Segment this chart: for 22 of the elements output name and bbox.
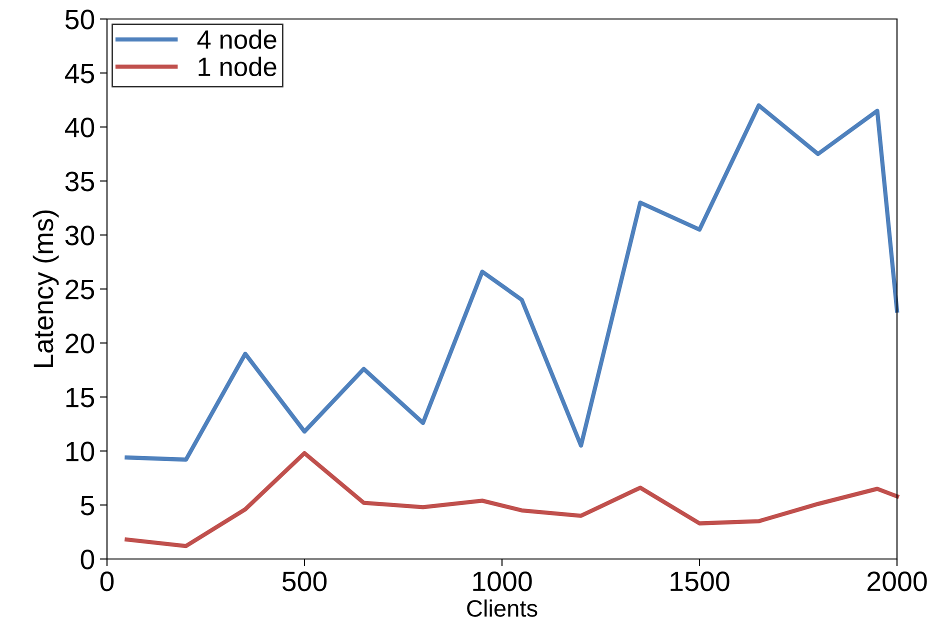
legend-label: 4 node [197, 30, 276, 49]
y-tick-label: 5 [80, 496, 94, 516]
y-tick-label: 25 [66, 280, 94, 300]
x-tick-label: 500 [282, 572, 327, 592]
x-tick-label: 1000 [473, 572, 532, 592]
y-tick-label: 45 [64, 64, 94, 84]
line-series [124, 451, 900, 548]
x-axis-title: Clients [467, 599, 538, 617]
y-tick-label: 10 [66, 442, 94, 462]
y-tick-label: 50 [65, 10, 94, 30]
y-tick-label: 20 [66, 334, 94, 354]
y-tick-label: 0 [80, 550, 94, 570]
y-tick-label: 30 [65, 226, 94, 246]
legend-label: 1 node [198, 56, 276, 76]
y-tick-label: 40 [64, 118, 94, 138]
x-tick-label: 1500 [670, 572, 730, 592]
y-tick-label: 15 [66, 388, 94, 408]
x-tick-label: 2000 [868, 572, 927, 592]
y-tick-label: 35 [65, 172, 94, 192]
x-tick-label: 0 [100, 572, 114, 592]
y-axis-title: Latency (ms) [32, 210, 59, 367]
line-series [124, 103, 900, 462]
